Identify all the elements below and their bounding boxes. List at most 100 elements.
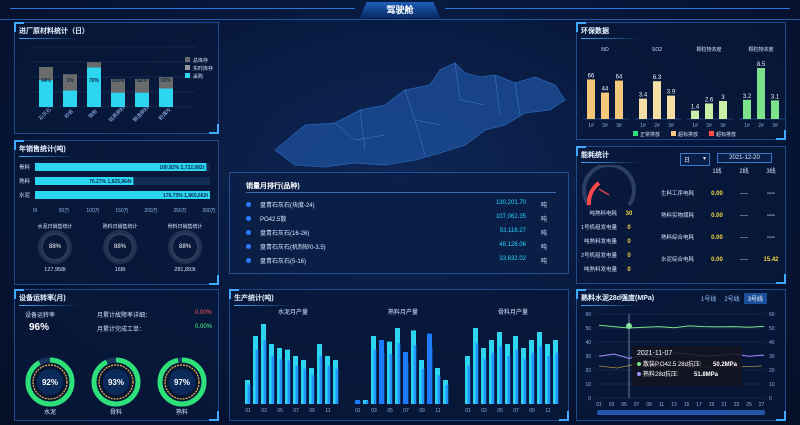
x-tick: 09 bbox=[646, 402, 652, 408]
env-bar bbox=[587, 79, 595, 119]
incoming-title: 进厂原材料统计（日） bbox=[19, 28, 89, 39]
sales-bar-value: 70.27% 1,925,964t bbox=[89, 179, 132, 185]
sales-circle-gauge: 88% bbox=[171, 233, 199, 261]
rank-row: PO42.5散 107,062.35 吨 bbox=[246, 213, 556, 225]
env-legend-swatch bbox=[633, 131, 638, 136]
legend-swatch bbox=[185, 73, 190, 78]
tooltip-label-1: 散装P.O42.5 28d抗压: bbox=[643, 360, 702, 368]
x-tick: 03 bbox=[609, 402, 615, 408]
bullet-icon bbox=[246, 216, 251, 221]
tab-line-2[interactable]: 2号线 bbox=[724, 297, 740, 303]
header-line-left bbox=[10, 8, 355, 9]
production-title: 生产统计(吨) bbox=[234, 295, 294, 306]
energy-value-line1: 0.00 bbox=[711, 235, 723, 241]
env-bar bbox=[719, 101, 727, 119]
energy-value-line3: ---- bbox=[767, 213, 775, 219]
rank-name: 盘青石灰石(16-26) bbox=[260, 231, 310, 237]
category-label: 粉煤灰 bbox=[157, 106, 173, 122]
strength-title: 熟料水泥28d强度(MPa) bbox=[581, 295, 655, 306]
env-bar-value: 2.6 bbox=[705, 97, 714, 103]
production-x-tick: 03 bbox=[481, 408, 487, 414]
env-x-tick: 3# bbox=[668, 123, 674, 129]
energy-right-label: 生料工序电耗 bbox=[661, 189, 695, 197]
sales-row-label: 水泥 bbox=[19, 191, 31, 199]
production-bar-overlay bbox=[397, 343, 401, 404]
energy-date-input[interactable]: 2021-12-20 bbox=[717, 153, 772, 163]
env-x-tick: 1# bbox=[744, 123, 750, 129]
production-bar-overlay bbox=[357, 400, 361, 404]
y-right-tick: 10 bbox=[769, 382, 775, 388]
rank-row: 盘青石灰石(5-16) 33,632.02 吨 bbox=[246, 255, 556, 267]
rank-unit: 吨 bbox=[541, 203, 548, 209]
equip-rate-label: 设备运转率 bbox=[25, 313, 56, 319]
rank-name: PO42.5散 bbox=[260, 217, 287, 223]
energy-col-header: 3线 bbox=[766, 167, 775, 175]
energy-left-label: 吨熟料电耗 bbox=[589, 209, 617, 217]
production-x-tick: 05 bbox=[277, 408, 283, 414]
production-x-tick: 05 bbox=[387, 408, 393, 414]
sales-bar-chart: 骨料 100.82% 2,722,082t 熟料 70.27% 1,925,964t 水… bbox=[19, 163, 216, 214]
production-bar-overlay bbox=[413, 345, 417, 404]
energy-value-line1: 0.00 bbox=[711, 191, 723, 197]
energy-left-value: 0 bbox=[627, 267, 631, 273]
series-line-green bbox=[598, 324, 765, 329]
env-x-tick: 3# bbox=[772, 123, 778, 129]
energy-left-value: 0 bbox=[627, 253, 631, 259]
production-x-tick: 03 bbox=[261, 408, 267, 414]
energy-value-line2: ---- bbox=[740, 257, 748, 263]
tab-line-1[interactable]: 1号线 bbox=[701, 297, 717, 303]
bar-purchase bbox=[63, 90, 77, 107]
energy-value-line2: ---- bbox=[740, 235, 748, 241]
production-bar-overlay bbox=[381, 352, 385, 404]
sales-bar bbox=[35, 191, 210, 199]
production-bar-overlay bbox=[523, 359, 527, 404]
env-bar-value: 64 bbox=[616, 75, 623, 81]
rank-unit: 吨 bbox=[541, 217, 548, 223]
energy-left-label: 吨熟料发电量 bbox=[584, 237, 618, 245]
production-x-tick: 01 bbox=[355, 408, 361, 414]
tab-line-3[interactable]: 3号线 bbox=[743, 293, 768, 304]
rank-name: 盘青石灰石(机制砂0-3.5) bbox=[260, 245, 326, 251]
energy-value-line2: ---- bbox=[740, 213, 748, 219]
bar-purchase bbox=[87, 67, 101, 107]
rank-value: 48,128.06 bbox=[499, 242, 526, 248]
env-bar-value: 3.1 bbox=[771, 94, 780, 100]
production-bar-overlay bbox=[531, 352, 535, 404]
bar-pct-label: 91% bbox=[161, 78, 172, 84]
production-chart-title: 水泥月产量 bbox=[278, 308, 308, 316]
energy-col-header: 2线 bbox=[739, 167, 748, 175]
x-tick: 23 bbox=[734, 402, 740, 408]
sales-title: 年销售统计(吨) bbox=[19, 146, 79, 157]
sales-axis-tick: 100万 bbox=[86, 208, 99, 214]
env-legend-swatch bbox=[671, 131, 676, 136]
energy-period-select[interactable]: 日 ▾ bbox=[680, 153, 710, 166]
production-bar-overlay bbox=[437, 375, 441, 404]
production-x-tick: 09 bbox=[419, 408, 425, 414]
bar-pct-label: 1% bbox=[66, 78, 74, 84]
env-bar bbox=[653, 81, 661, 119]
y-left-tick: 30 bbox=[585, 354, 591, 360]
sales-circle-gauge: 88% bbox=[41, 233, 69, 261]
production-bar-overlay bbox=[263, 340, 267, 404]
chevron-down-icon: ▾ bbox=[702, 156, 706, 162]
bar-pct-label: 52% bbox=[137, 78, 148, 84]
env-bar bbox=[615, 80, 623, 119]
bar-purchase bbox=[159, 88, 173, 107]
production-bar-overlay bbox=[247, 384, 251, 404]
production-bar-overlay bbox=[373, 349, 377, 404]
sales-axis-tick: 300万 bbox=[202, 208, 215, 214]
x-tick: 25 bbox=[746, 402, 752, 408]
production-x-tick: 11 bbox=[435, 408, 440, 414]
gauge-core bbox=[103, 369, 129, 395]
gauge-ring bbox=[98, 364, 134, 400]
env-bar bbox=[771, 100, 779, 119]
energy-left-label: 吨熟料发电量 bbox=[584, 265, 618, 273]
production-bar-overlay bbox=[287, 360, 291, 404]
x-tick: 17 bbox=[696, 402, 702, 408]
y-right-tick: 30 bbox=[769, 354, 775, 360]
gauge-ring bbox=[164, 364, 200, 400]
legend-label: 实时库存 bbox=[193, 65, 213, 72]
env-title: 环保数据 bbox=[581, 28, 641, 39]
gauge-value: 97% bbox=[174, 378, 190, 387]
x-tick: 15 bbox=[684, 402, 690, 408]
